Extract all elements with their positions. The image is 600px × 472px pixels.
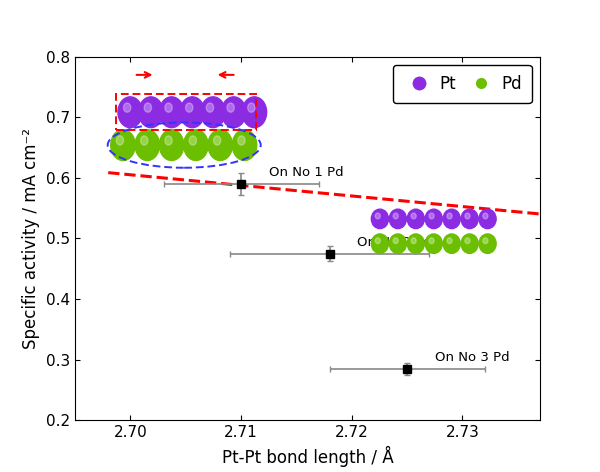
Circle shape <box>165 103 172 112</box>
Circle shape <box>184 130 208 160</box>
Text: On No 2 Pd: On No 2 Pd <box>358 236 432 249</box>
Circle shape <box>479 234 496 253</box>
Circle shape <box>375 213 380 219</box>
Circle shape <box>232 130 257 160</box>
Circle shape <box>429 213 434 219</box>
Circle shape <box>238 136 245 145</box>
Circle shape <box>248 103 255 112</box>
Circle shape <box>111 130 135 160</box>
Circle shape <box>407 209 424 228</box>
Circle shape <box>227 103 235 112</box>
Circle shape <box>160 130 184 160</box>
Circle shape <box>479 209 496 228</box>
Circle shape <box>371 234 389 253</box>
Circle shape <box>389 209 406 228</box>
Circle shape <box>124 103 131 112</box>
Circle shape <box>461 234 478 253</box>
Circle shape <box>180 97 205 127</box>
Circle shape <box>242 97 266 127</box>
Circle shape <box>411 238 416 244</box>
Text: On No 1 Pd: On No 1 Pd <box>269 166 343 179</box>
Legend: Pt, Pd: Pt, Pd <box>393 65 532 103</box>
Circle shape <box>214 136 221 145</box>
Circle shape <box>483 213 488 219</box>
Circle shape <box>411 213 416 219</box>
Circle shape <box>425 209 442 228</box>
Circle shape <box>425 234 442 253</box>
Circle shape <box>447 213 452 219</box>
Circle shape <box>393 213 398 219</box>
Circle shape <box>185 103 193 112</box>
Circle shape <box>189 136 197 145</box>
Circle shape <box>165 136 172 145</box>
Circle shape <box>118 97 142 127</box>
Circle shape <box>208 130 232 160</box>
Circle shape <box>465 213 470 219</box>
Circle shape <box>465 238 470 244</box>
Circle shape <box>389 234 406 253</box>
Circle shape <box>116 136 124 145</box>
Circle shape <box>201 97 225 127</box>
Circle shape <box>371 209 389 228</box>
Circle shape <box>443 234 460 253</box>
Circle shape <box>375 238 380 244</box>
X-axis label: Pt-Pt bond length / Å: Pt-Pt bond length / Å <box>221 446 394 467</box>
Circle shape <box>393 238 398 244</box>
Circle shape <box>483 238 488 244</box>
Circle shape <box>135 130 160 160</box>
Circle shape <box>447 238 452 244</box>
Text: On No 3 Pd: On No 3 Pd <box>435 351 509 364</box>
Circle shape <box>160 97 184 127</box>
Circle shape <box>407 234 424 253</box>
Circle shape <box>461 209 478 228</box>
Y-axis label: Specific activity / mA cm⁻²: Specific activity / mA cm⁻² <box>22 128 40 349</box>
Circle shape <box>139 97 163 127</box>
Circle shape <box>443 209 460 228</box>
Circle shape <box>206 103 214 112</box>
Circle shape <box>221 97 246 127</box>
Circle shape <box>140 136 148 145</box>
Circle shape <box>429 238 434 244</box>
Circle shape <box>144 103 152 112</box>
